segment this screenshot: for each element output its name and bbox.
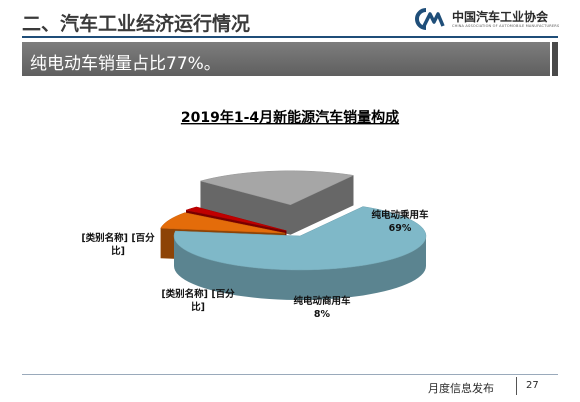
footer-separator bbox=[516, 377, 517, 395]
banner-cap bbox=[552, 42, 558, 76]
footer-divider bbox=[22, 374, 558, 375]
pie-slice-label: 纯电动乘用车 69% bbox=[371, 209, 429, 234]
page-title: 二、汽车工业经济运行情况 bbox=[22, 13, 251, 35]
caam-logo-icon bbox=[415, 8, 445, 30]
pie-slice-label: 纯电动商用车 8% bbox=[293, 295, 351, 320]
summary-banner-text: 纯电动车销量占比77%。 bbox=[30, 54, 221, 74]
pie-slice-side bbox=[174, 236, 426, 300]
pie-slice-label-line: 纯电动乘用车 bbox=[371, 209, 429, 221]
pie-slice-label-line: 比] bbox=[111, 245, 125, 257]
pie-slice-top bbox=[185, 206, 287, 231]
pie-slice-label-line: 比] bbox=[191, 301, 205, 313]
pie-slice-label: [类别名称] [百分比] bbox=[81, 232, 155, 257]
pie-slice-top bbox=[160, 212, 286, 234]
page-number: 27 bbox=[526, 380, 539, 391]
pie-slice-label-line: [类别名称] [百分 bbox=[161, 288, 235, 300]
logo-subtext: CHINA ASSOCIATION OF AUTOMOBILE MANUFACT… bbox=[452, 24, 560, 28]
pie-slice-label: [类别名称] [百分比] bbox=[161, 288, 235, 313]
pie-slice-top bbox=[173, 206, 427, 271]
summary-banner bbox=[22, 42, 550, 76]
pie-slice-label-line: 8% bbox=[314, 309, 331, 320]
chart-title: 2019年1-4月新能源汽车销量构成 bbox=[181, 109, 399, 126]
pie-slice-label-line: [类别名称] [百分 bbox=[81, 232, 155, 244]
pie-slice bbox=[173, 206, 427, 300]
pie-slice-wall bbox=[290, 175, 354, 235]
pie-slice-label-line: 纯电动商用车 bbox=[293, 295, 351, 307]
pie-slice-label-line: 69% bbox=[389, 223, 412, 234]
header-divider bbox=[22, 36, 558, 38]
logo-text: 中国汽车工业协会 bbox=[452, 10, 549, 24]
footer-label: 月度信息发布 bbox=[428, 382, 494, 395]
pie-slice-wall bbox=[200, 181, 291, 235]
pie-slice-top bbox=[199, 170, 355, 206]
pie-slice bbox=[199, 170, 355, 235]
